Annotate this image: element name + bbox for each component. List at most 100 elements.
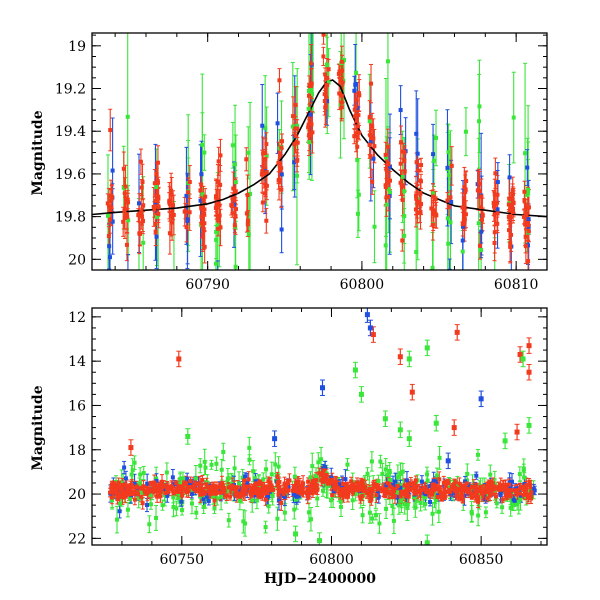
red-data-point <box>233 189 238 194</box>
red-data-point <box>155 180 160 185</box>
red-data-point <box>187 180 192 185</box>
green-data-point <box>385 59 390 64</box>
red-data-point <box>326 67 331 72</box>
red-data-point <box>279 145 284 150</box>
red-data-point <box>525 205 530 210</box>
red-data-point <box>431 208 436 213</box>
y-tick-label: 20 <box>68 252 86 268</box>
blue-data-point <box>107 244 112 249</box>
y-tick-label: 19.2 <box>55 82 86 98</box>
red-data-point <box>153 229 158 234</box>
red-data-point <box>370 124 375 129</box>
red-data-point <box>354 118 359 123</box>
red-data-point <box>167 200 172 205</box>
red-data-point <box>463 212 468 217</box>
red-data-point <box>507 196 512 201</box>
green-data-point <box>309 91 314 96</box>
red-data-point <box>510 188 515 193</box>
red-data-point <box>264 218 269 223</box>
red-data-point <box>152 207 157 212</box>
red-data-point <box>492 192 497 197</box>
red-data-point <box>123 184 128 189</box>
red-data-point <box>479 194 484 199</box>
red-data-point <box>200 224 205 229</box>
red-data-point <box>218 182 223 187</box>
red-data-point <box>293 133 298 138</box>
red-data-point <box>384 167 389 172</box>
blue-data-point <box>525 165 530 170</box>
red-data-point <box>140 180 145 185</box>
red-data-point <box>357 93 362 98</box>
red-data-point <box>524 212 529 217</box>
top-y-axis-label: Magnitude <box>30 110 46 195</box>
red-data-point <box>186 190 191 195</box>
red-data-point <box>183 209 188 214</box>
blue-data-point <box>431 152 436 157</box>
red-data-point <box>262 191 267 196</box>
blue-data-point <box>415 151 420 156</box>
red-data-point <box>448 195 453 200</box>
red-data-point <box>433 212 438 217</box>
axes-frame <box>91 32 548 271</box>
red-data-point <box>306 122 311 127</box>
red-data-point <box>105 201 110 206</box>
red-data-point <box>402 169 407 174</box>
red-data-point <box>495 200 500 205</box>
blue-data-point <box>525 243 530 248</box>
red-data-point <box>260 200 265 205</box>
green-data-point <box>342 57 347 62</box>
y-tick-label: 19.6 <box>55 167 86 183</box>
red-data-point <box>245 193 250 198</box>
red-data-point <box>511 210 516 215</box>
green-data-point <box>383 243 388 248</box>
red-data-point <box>417 210 422 215</box>
green-data-point <box>295 123 300 128</box>
blue-data-point <box>325 98 330 103</box>
red-data-point <box>324 76 329 81</box>
red-data-point <box>151 204 156 209</box>
green-data-point <box>511 115 516 120</box>
red-data-point <box>264 142 269 147</box>
red-data-point <box>124 212 129 217</box>
blue-data-point <box>260 123 265 128</box>
red-data-point <box>136 213 141 218</box>
green-data-point <box>402 189 407 194</box>
red-data-point <box>202 211 207 216</box>
green-data-point <box>325 63 330 68</box>
green-data-point <box>354 70 359 75</box>
red-data-point <box>419 201 424 206</box>
red-data-point <box>170 220 175 225</box>
red-data-point <box>369 81 374 86</box>
red-data-point <box>121 219 126 224</box>
red-data-point <box>122 215 127 220</box>
red-data-point <box>155 160 160 165</box>
green-data-point <box>213 261 218 266</box>
red-data-point <box>109 194 114 199</box>
blue-data-point <box>110 219 115 224</box>
red-data-point <box>321 54 326 59</box>
red-data-point <box>492 212 497 217</box>
blue-data-point <box>445 165 450 170</box>
red-data-point <box>508 244 513 249</box>
green-data-point <box>355 158 360 163</box>
blue-data-point <box>185 218 190 223</box>
red-data-point <box>355 144 360 149</box>
red-data-point <box>526 221 531 226</box>
red-data-point <box>386 162 391 167</box>
red-data-point <box>521 214 526 219</box>
green-data-point <box>233 180 238 185</box>
red-data-point <box>156 211 161 216</box>
red-data-point <box>414 160 419 165</box>
red-data-point <box>477 181 482 186</box>
green-data-point <box>308 87 313 92</box>
red-data-point <box>140 218 145 223</box>
green-data-point <box>460 249 465 254</box>
red-data-point <box>106 233 111 238</box>
red-data-point <box>356 113 361 118</box>
red-data-point <box>324 82 329 87</box>
red-data-point <box>213 195 218 200</box>
red-data-point <box>399 183 404 188</box>
red-data-point <box>245 218 250 223</box>
red-data-point <box>213 205 218 210</box>
red-data-point <box>279 166 284 171</box>
